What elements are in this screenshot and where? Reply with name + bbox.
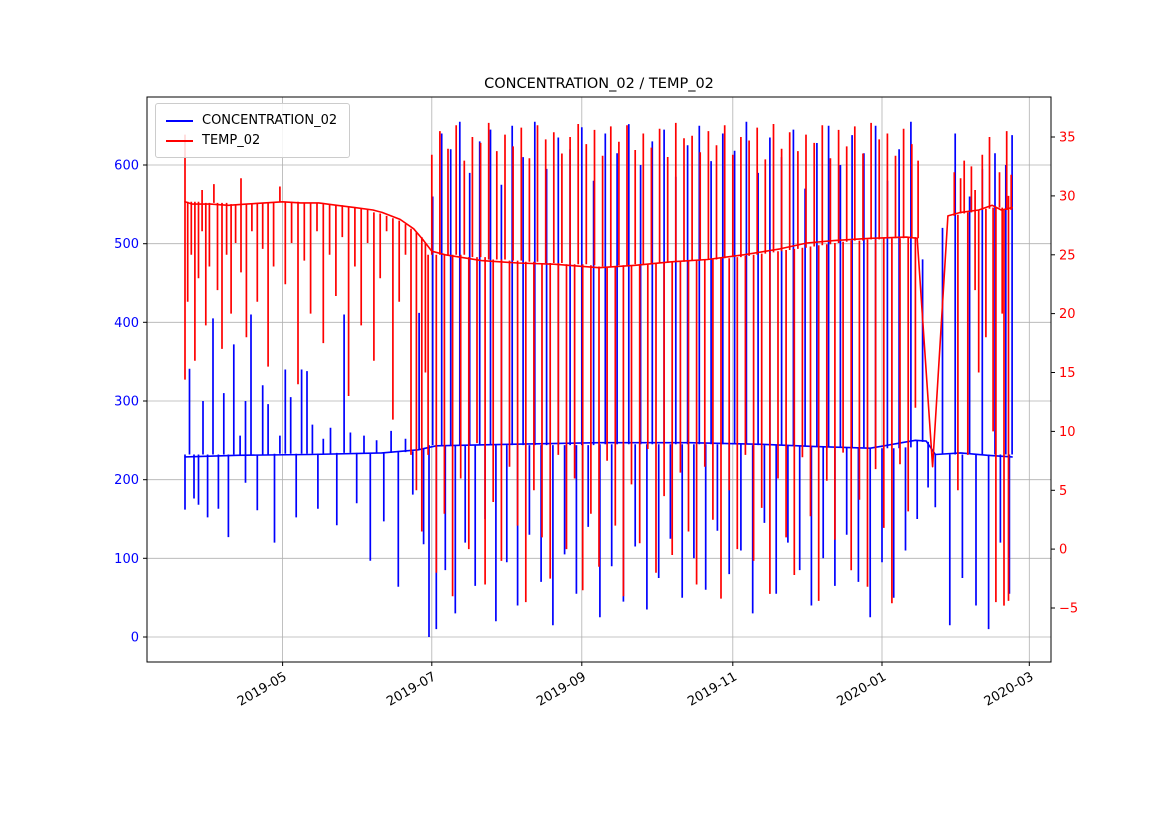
right-tick-label: 10 — [1059, 425, 1076, 440]
series-line-TEMP_02 — [184, 201, 1013, 468]
right-tick-label: −5 — [1059, 602, 1078, 617]
x-tick-label: 2019-09 — [534, 669, 589, 709]
legend: CONCENTRATION_02 TEMP_02 — [155, 103, 351, 158]
left-tick-label: 300 — [114, 395, 139, 410]
right-tick-label: 15 — [1059, 366, 1076, 381]
legend-line-sample-blue — [166, 119, 193, 122]
series-spikes-CONCENTRATION_02 — [184, 121, 1013, 637]
legend-label-temp: TEMP_02 — [202, 133, 261, 148]
right-tick-label: 35 — [1059, 131, 1076, 146]
x-tick-label: 2020-03 — [982, 669, 1037, 709]
left-tick-label: 400 — [114, 316, 139, 331]
legend-item-concentration: CONCENTRATION_02 — [166, 114, 337, 127]
series-spikes-TEMP_02 — [184, 122, 1013, 606]
x-tick-label: 2019-07 — [384, 669, 439, 709]
chart-title: CONCENTRATION_02 / TEMP_02 — [484, 76, 714, 92]
plot-border — [146, 96, 1052, 663]
left-tick-label: 0 — [131, 631, 139, 646]
right-tick-label: 5 — [1059, 484, 1067, 499]
x-tick-label: 2020-01 — [834, 669, 889, 709]
left-tick-label: 600 — [114, 159, 139, 174]
right-tick-label: 20 — [1059, 307, 1076, 322]
x-tick-label: 2019-11 — [685, 669, 740, 709]
right-tick-label: 25 — [1059, 248, 1076, 263]
legend-item-temp: TEMP_02 — [166, 134, 337, 147]
legend-line-sample-red — [166, 139, 193, 142]
legend-label-concentration: CONCENTRATION_02 — [202, 113, 338, 128]
left-tick-label: 500 — [114, 237, 139, 252]
right-tick-label: 0 — [1059, 543, 1067, 558]
left-tick-label: 100 — [114, 552, 139, 567]
x-tick-label: 2019-05 — [235, 669, 290, 709]
left-tick-label: 200 — [114, 473, 139, 488]
right-tick-label: 30 — [1059, 189, 1076, 204]
